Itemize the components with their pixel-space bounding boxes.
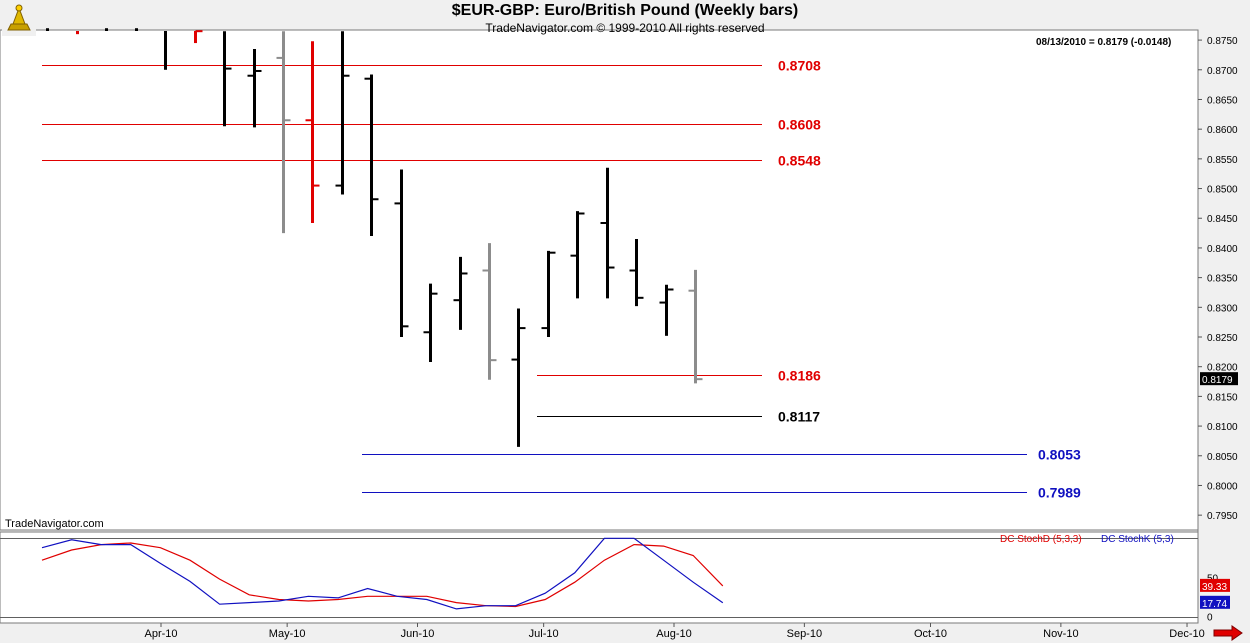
level-label: 0.8053: [1038, 447, 1081, 463]
price-tick-label: 0.8150: [1207, 392, 1238, 403]
ohlc-bar: [194, 30, 203, 44]
ohlc-bar: [453, 256, 468, 330]
stochastic-tick-label: 0: [1207, 613, 1213, 624]
level-label: 0.8117: [778, 409, 820, 425]
stochastic-last-box: [1200, 578, 1230, 592]
ohlc-bar: [629, 239, 644, 307]
ohlc-bar: [659, 284, 674, 336]
ohlc-bar: [482, 243, 497, 380]
ohlc-bar: [423, 283, 438, 362]
date-tick-label: Nov-10: [1043, 628, 1078, 640]
price-axis-ticks: 0.8750 0.8700 0.8650 0.8600 0.8550 0.8500 0.84…: [1198, 36, 1238, 522]
ohlc-bar: [305, 41, 320, 223]
ohlc-bar: [600, 167, 615, 299]
price-tick-label: 0.8550: [1207, 155, 1238, 166]
date-axis-ticks: Apr-10 May-10 Jun-10 Jul-10 Aug-10 Sep-10 Oct-…: [144, 623, 1205, 640]
horizontal-levels: 0.8708 0.8608 0.8548 0.8186 0.8117 0.8053 0.79…: [42, 58, 1081, 501]
ohlc-bar: [570, 211, 585, 299]
level-label: 0.8186: [778, 368, 821, 384]
stochastic-last-box: [1200, 595, 1230, 609]
date-tick-label: Jun-10: [401, 628, 435, 640]
ohlc-bar: [335, 31, 350, 195]
level-label: 0.8548: [778, 153, 821, 169]
price-tick-label: 0.8450: [1207, 214, 1238, 225]
stochastic-last-label: 17.74: [1202, 599, 1227, 610]
price-tick-label: 0.8700: [1207, 66, 1238, 77]
price-tick-label: 0.8400: [1207, 244, 1238, 255]
stochastic-plot-area: [0, 531, 1199, 624]
price-tick-label: 0.7950: [1207, 511, 1238, 522]
price-tick-label: 0.8200: [1207, 363, 1238, 374]
price-tick-label: 0.8050: [1207, 452, 1238, 463]
price-tick-label: 0.8300: [1207, 303, 1238, 314]
date-tick-label: Jul-10: [529, 628, 559, 640]
price-tick-label: 0.8650: [1207, 95, 1238, 106]
ohlc-bar: [394, 169, 409, 338]
watermark-label: TradeNavigator.com: [5, 518, 104, 530]
date-tick-label: Aug-10: [656, 628, 691, 640]
date-tick-label: Apr-10: [144, 628, 177, 640]
quote-readout: 08/13/2010 = 0.8179 (-0.0148): [1036, 37, 1171, 48]
ohlc-bar: [247, 49, 262, 128]
price-tick-label: 0.8250: [1207, 333, 1238, 344]
chart-title: $EUR-GBP: Euro/British Pound (Weekly bar…: [451, 2, 799, 19]
ohlc-bar: [541, 250, 556, 338]
last-price-box: [1200, 372, 1238, 386]
price-tick-label: 0.8500: [1207, 185, 1238, 196]
stochastic-legend-label: DC StochD (5,3,3): [1000, 534, 1082, 545]
price-tick-label: 0.8750: [1207, 36, 1238, 47]
ohlc-bar: [364, 74, 379, 237]
ohlc-bars: [46, 28, 703, 447]
logo-icon[interactable]: [2, 2, 36, 36]
stochastic-legend-label: DC StochK (5,3): [1101, 534, 1174, 545]
stochastic-series-line: [41, 537, 724, 610]
ohlc-bar: [223, 31, 232, 127]
price-tick-label: 0.8600: [1207, 125, 1238, 136]
level-label: 0.7989: [1038, 485, 1081, 501]
main-plot-area: [0, 29, 1199, 531]
stochastic-series-line: [41, 542, 724, 608]
date-tick-label: Sep-10: [787, 628, 822, 640]
price-tick-label: 0.8100: [1207, 422, 1238, 433]
level-label: 0.8708: [778, 58, 821, 74]
copyright-subtitle: TradeNavigator.com © 1999-2010 All right…: [485, 21, 765, 35]
level-label: 0.8608: [778, 117, 821, 133]
ohlc-bar: [276, 31, 291, 234]
price-tick-label: 0.8000: [1207, 481, 1238, 492]
date-tick-label: May-10: [269, 628, 306, 640]
last-price-label: 0.8179: [1202, 375, 1233, 386]
date-tick-label: Oct-10: [914, 628, 947, 640]
date-tick-label: Dec-10: [1169, 628, 1204, 640]
ohlc-bar: [511, 308, 526, 447]
scroll-right-arrow-icon[interactable]: [1212, 625, 1244, 641]
stochastic-last-label: 39.33: [1202, 582, 1227, 593]
price-tick-label: 0.8350: [1207, 274, 1238, 285]
ohlc-bar: [688, 269, 703, 384]
